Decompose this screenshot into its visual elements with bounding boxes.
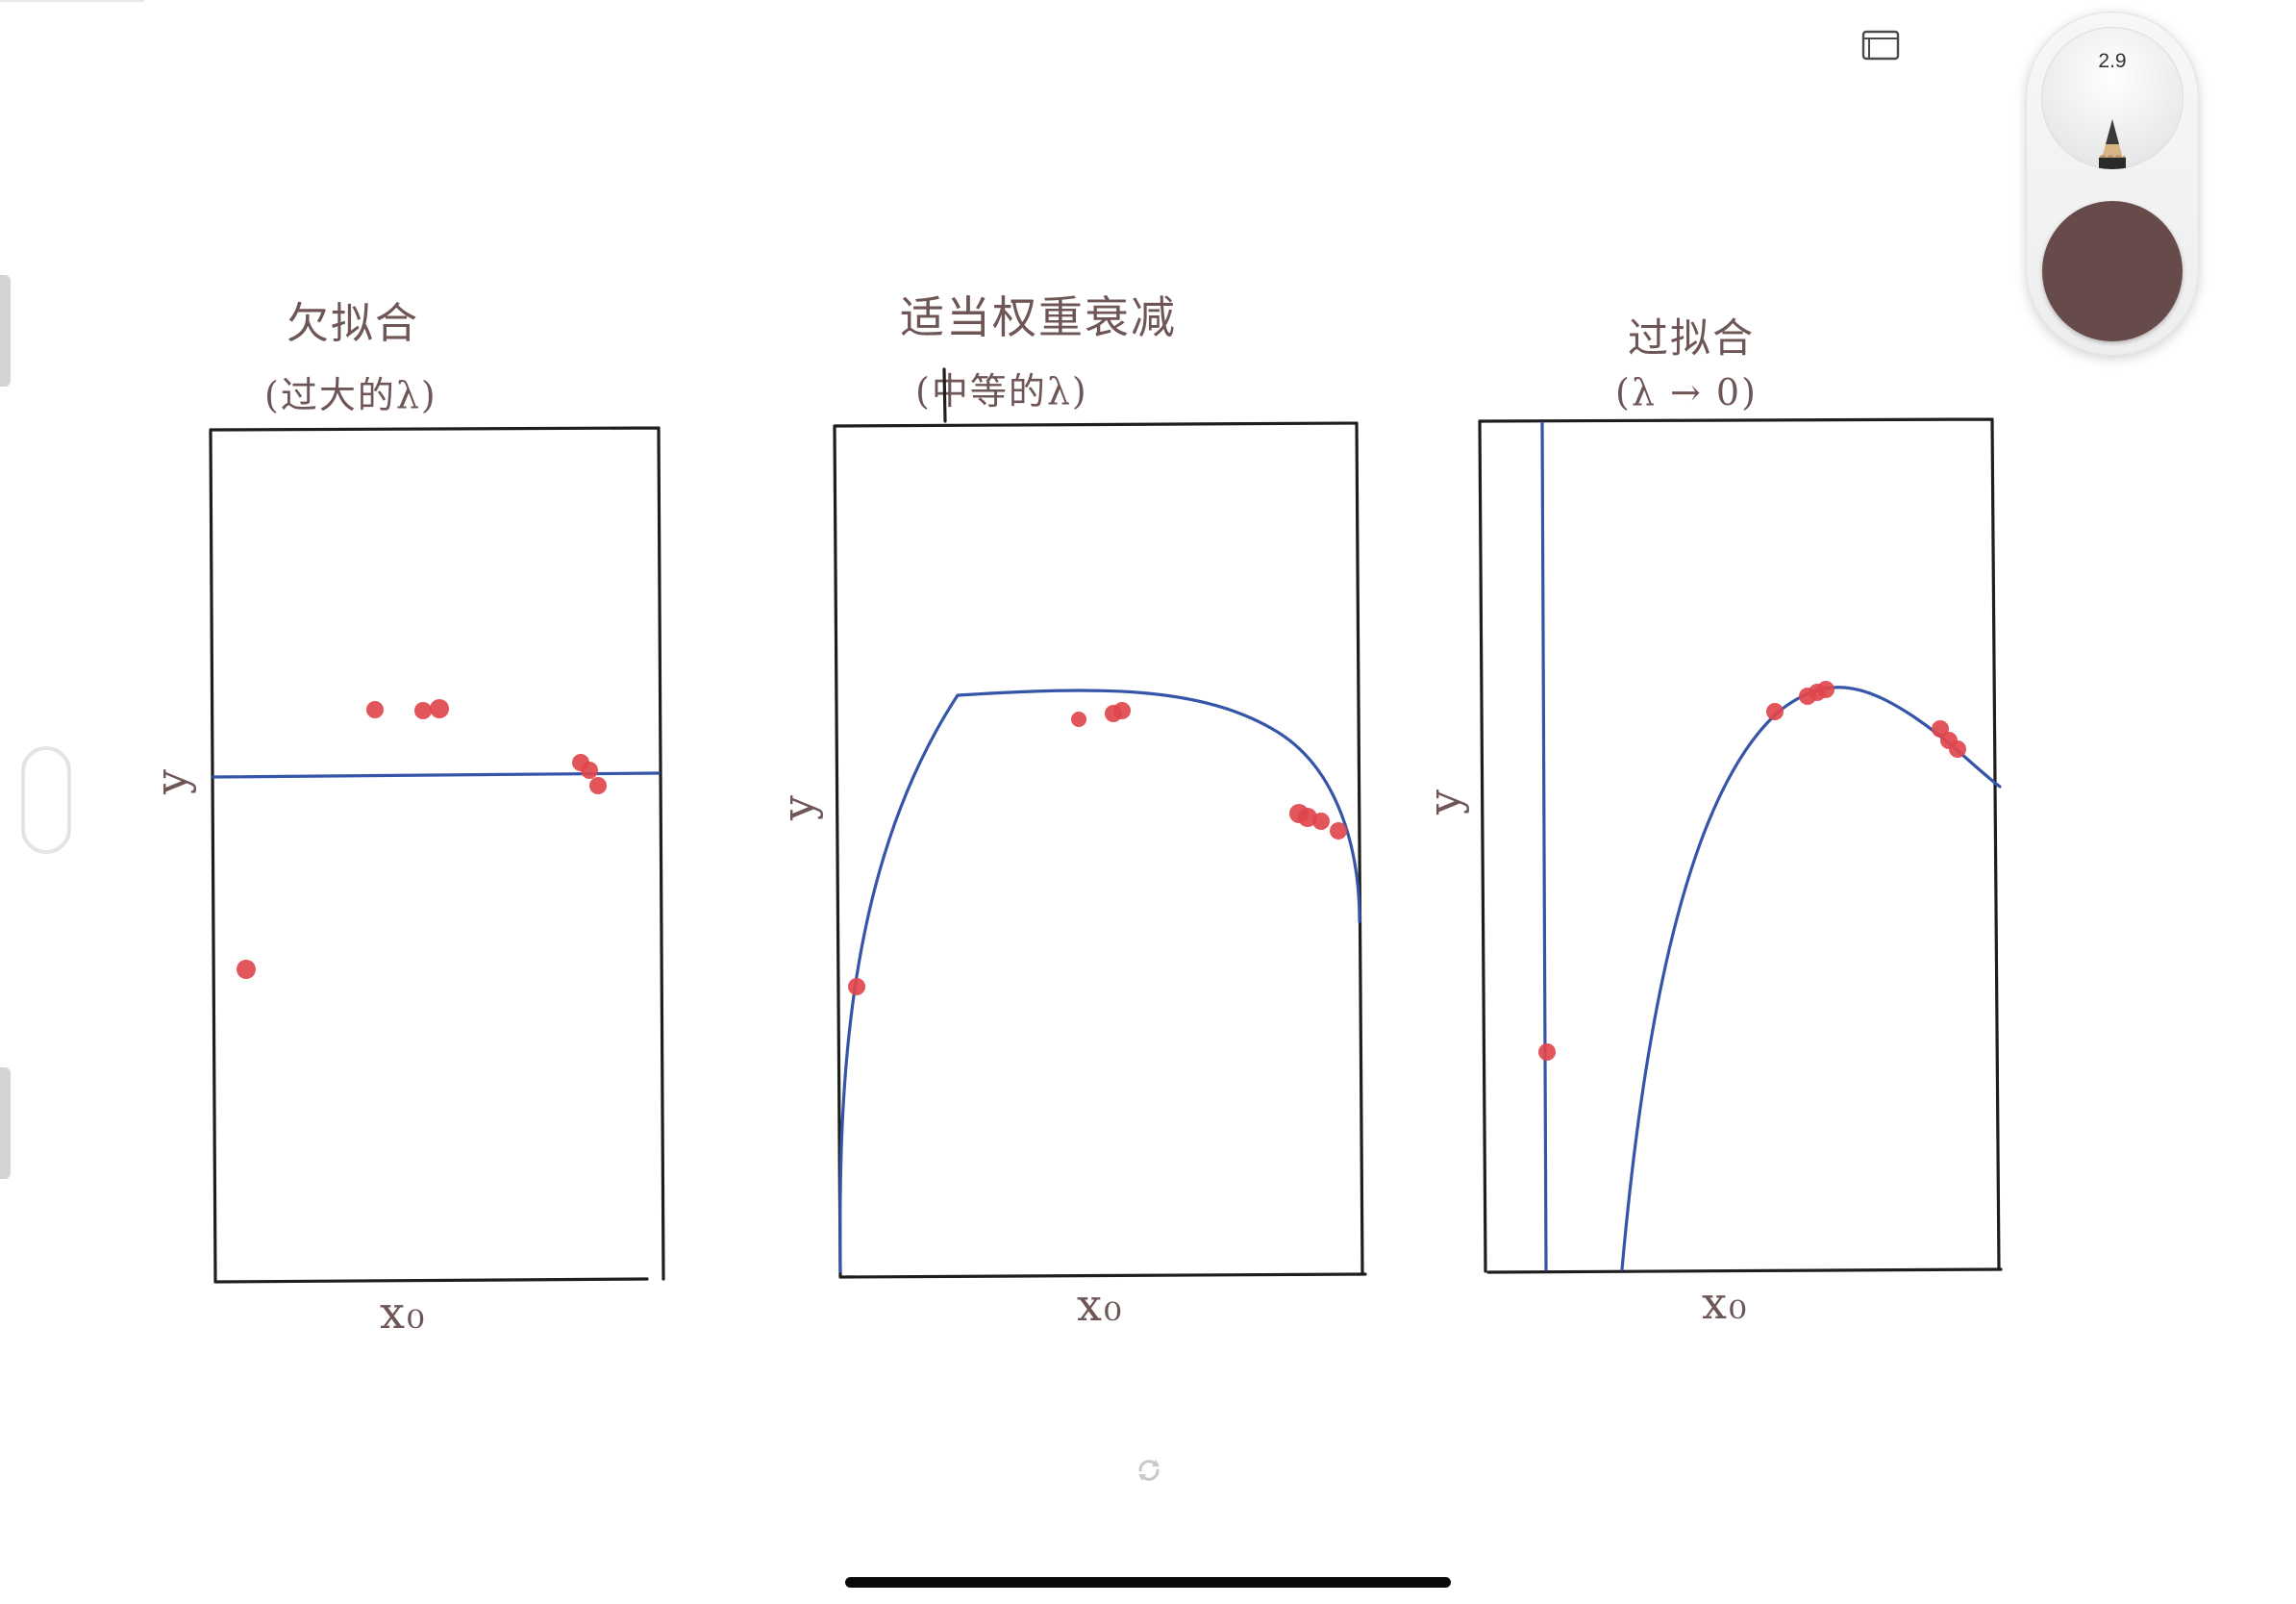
data-point	[1113, 702, 1131, 719]
pencil-size-value: 2.9	[2098, 50, 2127, 72]
panel-2-frame	[833, 421, 1367, 1279]
data-point	[848, 978, 865, 995]
top-edge-strip	[0, 0, 144, 2]
data-point	[1766, 703, 1784, 720]
data-point	[1949, 740, 1966, 758]
data-point	[1817, 681, 1834, 698]
data-point	[1538, 1043, 1556, 1061]
data-point	[1312, 813, 1330, 830]
data-point	[1298, 808, 1317, 827]
pencil-icon	[2099, 119, 2126, 169]
data-point	[237, 960, 256, 979]
panel-2-xlabel: x₀	[1077, 1279, 1124, 1331]
window-icon	[1861, 30, 1900, 61]
panel-3-vertical-line	[1540, 421, 1548, 1271]
panel-1-subtitle: (过大的λ)	[264, 374, 437, 416]
panel-1-title: 欠拟合	[287, 299, 419, 348]
view-toggle-button[interactable]	[1861, 30, 1900, 61]
panel-2-title-stroke	[942, 367, 947, 423]
panel-1-frame	[209, 426, 665, 1284]
panel-1-xlabel: x₀	[380, 1287, 427, 1339]
panel-2-title: 适当权重衰减	[900, 291, 1177, 343]
data-point	[1330, 822, 1347, 840]
data-point	[366, 701, 384, 718]
panel-3-xlabel: x₀	[1702, 1277, 1749, 1329]
ink-color-swatch[interactable]	[2042, 201, 2183, 341]
panel-2-fit-curve	[838, 689, 1361, 1273]
data-point	[589, 777, 607, 794]
tool-palette[interactable]: 2.9	[2026, 12, 2199, 356]
left-scroll-handle-top[interactable]	[0, 275, 11, 387]
data-point	[414, 702, 432, 719]
data-point	[581, 762, 598, 779]
panel-3-subtitle: (λ → 0)	[1615, 371, 1758, 414]
home-indicator-bar[interactable]	[845, 1577, 1451, 1588]
data-point	[1071, 712, 1086, 727]
data-point	[430, 699, 449, 718]
panel-3-title: 过拟合	[1628, 314, 1756, 362]
panel-3-fit-curve	[1620, 686, 2002, 1271]
side-pill-handle[interactable]	[21, 746, 71, 854]
pencil-tool-button[interactable]: 2.9	[2041, 27, 2184, 169]
panel-3-frame	[1478, 417, 2003, 1274]
left-scroll-handle-bottom[interactable]	[0, 1067, 11, 1179]
page-refresh-icon[interactable]	[1133, 1454, 1165, 1487]
